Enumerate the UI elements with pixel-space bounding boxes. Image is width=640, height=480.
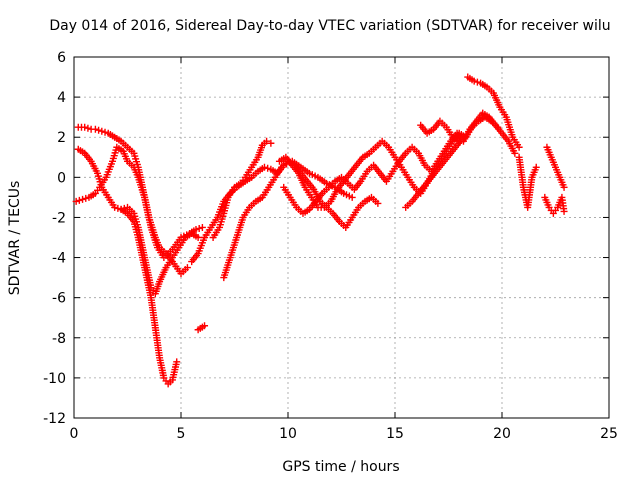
data-point [192, 225, 200, 233]
data-point [455, 137, 463, 145]
data-point [84, 124, 92, 132]
x-axis-label: GPS time / hours [282, 459, 399, 475]
data-point [75, 196, 83, 204]
y-tick-label: -4 [52, 251, 66, 267]
x-tick-label: 15 [386, 426, 404, 442]
data-point [532, 163, 540, 171]
series-arc-3 [72, 143, 191, 278]
y-axis-label: SDTVAR / TECUs [7, 181, 23, 296]
data-point [515, 143, 523, 151]
series-arc-16 [543, 143, 568, 191]
data-point [117, 205, 125, 213]
y-tick-label: 6 [57, 50, 66, 66]
y-tick-label: -12 [43, 411, 66, 427]
series-arc-14 [515, 153, 540, 211]
data-point [560, 207, 568, 215]
x-tick-label: 10 [279, 426, 297, 442]
data-point [101, 128, 109, 136]
y-tick-label: 4 [57, 90, 66, 106]
series-arc-12 [417, 117, 463, 145]
series-arc-9 [275, 113, 502, 211]
series-arc-15 [541, 193, 568, 217]
data-point [470, 77, 478, 85]
data-point [263, 137, 271, 145]
data-point [173, 358, 181, 366]
axis-tick-labels: 0 5 10 15 20 25 -12 -10 -8 -6 -4 -2 0 2 4 6 [43, 50, 618, 442]
data-point [120, 204, 128, 212]
data-point [459, 133, 467, 141]
x-tick-label: 0 [70, 426, 79, 442]
y-tick-label: -2 [52, 210, 66, 226]
data-point [511, 149, 519, 157]
data-point [95, 126, 103, 134]
series-arc-11 [402, 133, 467, 211]
data-point [267, 139, 275, 147]
data-point [198, 223, 206, 231]
data-point [114, 204, 122, 212]
y-tick-label: 0 [57, 170, 66, 186]
chart-title: Day 014 of 2016, Sidereal Day-to-day VTE… [49, 18, 610, 34]
y-tick-label: 2 [57, 130, 66, 146]
data-point [79, 195, 87, 203]
data-point [81, 123, 89, 131]
data-point [91, 125, 99, 133]
data-point [260, 163, 268, 171]
data-point [98, 127, 106, 135]
y-tick-label: -6 [52, 291, 66, 307]
series-arc-4 [117, 203, 202, 298]
series-arc-7 [209, 137, 275, 241]
data-marks [72, 73, 568, 388]
plot-frame [73, 56, 610, 419]
data-point [348, 193, 356, 201]
x-tick-label: 20 [493, 426, 511, 442]
data-point [72, 197, 80, 205]
data-point [195, 224, 203, 232]
series-arc-13 [464, 73, 523, 151]
y-tick-label: -10 [43, 371, 66, 387]
data-point [183, 264, 191, 272]
data-point [82, 194, 90, 202]
x-tick-label: 5 [177, 426, 186, 442]
data-point [264, 164, 272, 172]
data-point [201, 322, 209, 330]
data-point [374, 199, 382, 207]
data-point [111, 203, 119, 211]
data-point [194, 234, 202, 241]
series-arc-5 [194, 322, 209, 334]
x-tick-label: 25 [600, 426, 618, 442]
data-point [473, 78, 481, 86]
data-point [560, 183, 568, 191]
series-arc-10 [280, 109, 519, 217]
y-tick-label: -8 [52, 331, 66, 347]
